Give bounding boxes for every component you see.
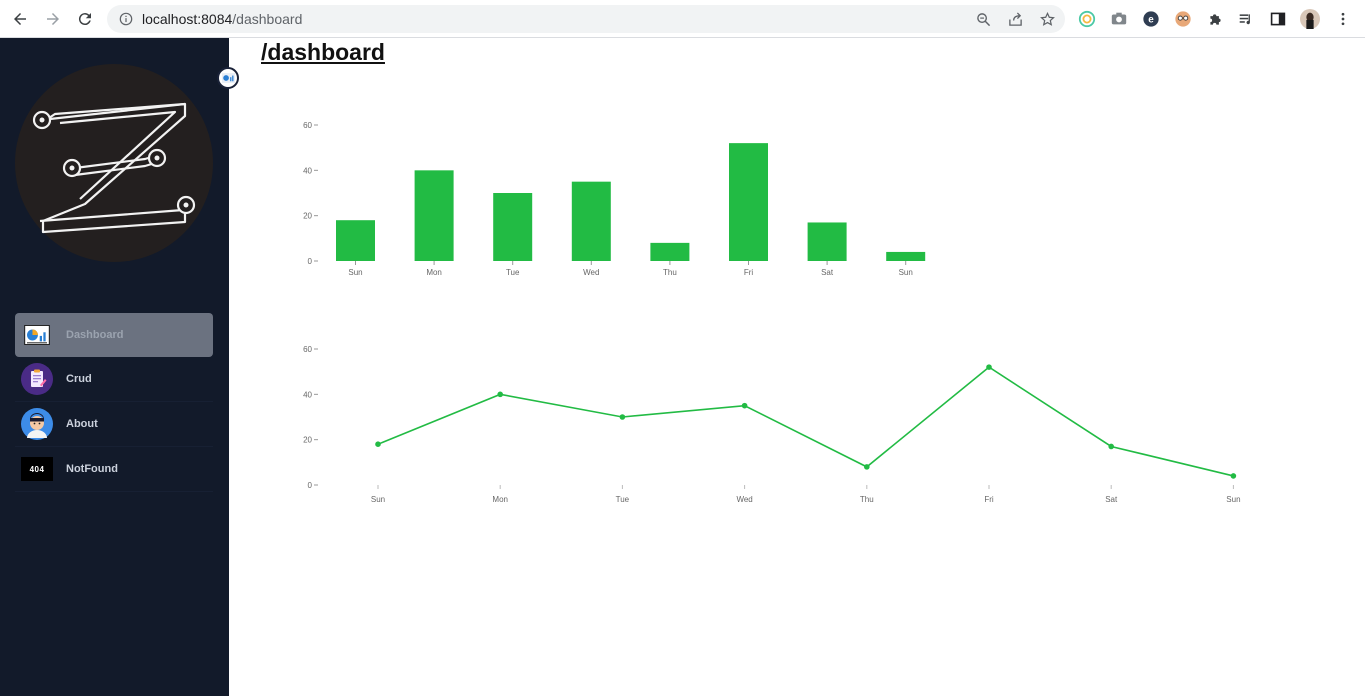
- browser-menu-icon[interactable]: [1333, 9, 1353, 29]
- reload-icon[interactable]: [73, 7, 97, 31]
- share-icon[interactable]: [1006, 10, 1024, 28]
- extension-circle-icon[interactable]: [1077, 9, 1097, 29]
- x-tick-label: Sat: [1105, 495, 1118, 504]
- x-tick-label: Wed: [583, 268, 599, 277]
- line-point: [986, 364, 992, 370]
- bar: [886, 251, 926, 261]
- sidebar-item-label: NotFound: [66, 463, 118, 475]
- sidebar-item-about[interactable]: About: [15, 402, 213, 447]
- svg-text:e: e: [1148, 15, 1154, 26]
- line-series: [377, 366, 1234, 477]
- sidebar-item-label: Dashboard: [66, 329, 124, 341]
- url-text: localhost:8084/dashboard: [142, 11, 302, 27]
- x-tick-label: Sun: [371, 495, 385, 504]
- 404-icon-text: 404: [29, 464, 45, 474]
- side-panel-icon[interactable]: [1268, 9, 1288, 29]
- puzzle-extensions-icon[interactable]: [1205, 9, 1225, 29]
- y-tick-label: 20: [303, 212, 312, 221]
- back-arrow-icon[interactable]: [8, 7, 32, 31]
- zoom-icon[interactable]: [974, 10, 992, 28]
- x-tick-label: Tue: [506, 268, 520, 277]
- bar-chart: 0 20 40 60 Sun Mon Tue Wed Thu Fri Sat Sun: [303, 121, 926, 277]
- user-avatar-icon: [21, 408, 53, 440]
- main-content: /dashboard 0 20 40 60 Sun Mon Tue Wed Thu Fri Sat S…: [217, 38, 1365, 696]
- x-tick-label: Sun: [348, 268, 362, 277]
- address-bar[interactable]: localhost:8084/dashboard: [107, 5, 1065, 33]
- y-tick-label: 0: [308, 481, 313, 490]
- x-tick-label: Sun: [1226, 495, 1240, 504]
- line-point: [741, 402, 748, 409]
- y-tick-label: 40: [303, 166, 312, 175]
- site-info-icon[interactable]: [117, 10, 135, 28]
- sidebar-item-label: About: [66, 418, 98, 430]
- x-tick-label: Mon: [492, 495, 508, 504]
- camera-icon[interactable]: [1109, 9, 1129, 29]
- x-tick-label: Fri: [984, 495, 994, 504]
- x-tick-label: Thu: [860, 495, 874, 504]
- line-chart: 0 20 40 60 Sun Mon Tue Wed Thu Fri Sat Sun: [303, 345, 1240, 504]
- bar: [493, 193, 533, 261]
- bar: [650, 242, 690, 261]
- line-point: [619, 414, 626, 420]
- bookmark-star-icon[interactable]: [1038, 10, 1056, 28]
- page-title: /dashboard: [261, 39, 385, 65]
- y-tick-label: 20: [303, 436, 312, 445]
- profile-avatar-icon[interactable]: [1300, 9, 1320, 29]
- bar: [807, 222, 847, 261]
- sidebar-item-dashboard[interactable]: Dashboard: [15, 313, 213, 357]
- y-tick-label: 40: [303, 390, 312, 399]
- line-point: [1108, 443, 1114, 450]
- extension-e-icon[interactable]: e: [1141, 9, 1161, 29]
- bar: [414, 170, 454, 261]
- forward-arrow-icon[interactable]: [41, 7, 65, 31]
- browser-toolbar: localhost:8084/dashboard e: [0, 0, 1365, 38]
- x-tick-label: Sun: [899, 268, 913, 277]
- sidebar-toggle-icon[interactable]: [217, 67, 239, 89]
- sidebar-nav: Dashboard Crud About 404 NotFound: [15, 313, 213, 492]
- line-point: [864, 464, 870, 470]
- sidebar-item-notfound[interactable]: 404 NotFound: [15, 447, 213, 492]
- z-circuit-logo: [15, 64, 213, 262]
- dashboard-icon: [21, 319, 53, 351]
- media-queue-icon[interactable]: [1236, 9, 1256, 29]
- bar: [571, 181, 611, 261]
- 404-icon: 404: [21, 457, 53, 481]
- y-tick-label: 0: [308, 257, 313, 266]
- x-tick-label: Sat: [821, 268, 834, 277]
- y-tick-label: 60: [303, 121, 312, 130]
- sidebar-item-crud[interactable]: Crud: [15, 357, 213, 402]
- url-path: /dashboard: [232, 11, 303, 27]
- x-tick-label: Thu: [663, 268, 677, 277]
- line-point: [1230, 473, 1237, 479]
- x-tick-label: Fri: [744, 268, 754, 277]
- x-tick-label: Mon: [426, 268, 442, 277]
- clipboard-icon: [21, 363, 53, 395]
- bar: [729, 143, 768, 261]
- bar: [336, 220, 375, 261]
- line-point: [375, 441, 381, 447]
- x-tick-label: Tue: [616, 495, 630, 504]
- y-tick-label: 60: [303, 345, 312, 354]
- line-point: [497, 391, 504, 398]
- x-tick-label: Wed: [736, 495, 752, 504]
- sidebar-item-label: Crud: [66, 373, 92, 385]
- extension-glasses-icon[interactable]: [1173, 9, 1193, 29]
- url-host: localhost:8084: [142, 11, 233, 27]
- sidebar: Dashboard Crud About 404 NotFound: [0, 38, 229, 696]
